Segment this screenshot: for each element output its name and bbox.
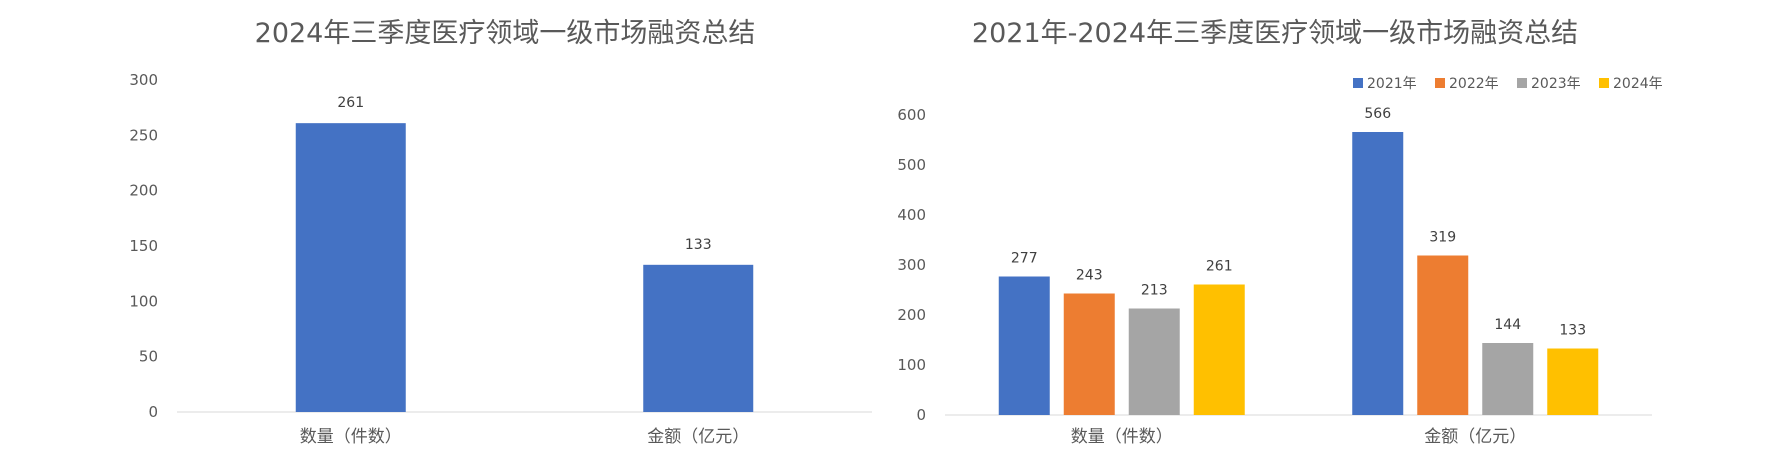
chart-right-y-tick-1: 100: [897, 356, 926, 374]
chart-left-y-tick-5: 250: [129, 126, 158, 144]
chart-right-y-axis-ticks: 0 100 200 300 400 500 600: [897, 106, 926, 424]
chart-right-y-tick-0: 0: [916, 406, 926, 424]
chart-right-title: 2021年-2024年三季度医疗领域一级市场融资总结: [972, 18, 1578, 49]
chart-right-bar-1-0: [1352, 132, 1404, 415]
chart-right: 2021年-2024年三季度医疗领域一级市场融资总结 2021年 2022年 202…: [897, 18, 1662, 447]
chart-left-category-1: 金额（亿元）: [647, 427, 749, 447]
chart-right-bar-label-0-1: 243: [1076, 268, 1103, 284]
chart-right-bar-label-0-2: 213: [1141, 283, 1168, 299]
chart-left-bar-0: [295, 123, 406, 412]
chart-left-bars: 261 133: [295, 95, 754, 412]
chart-left-y-axis-ticks: 0 50 100 150 200 250 300: [129, 71, 158, 421]
chart-right-legend-swatch-2: [1517, 78, 1527, 88]
chart-left-title: 2024年三季度医疗领域一级市场融资总结: [255, 18, 756, 49]
chart-right-y-tick-3: 300: [897, 256, 926, 274]
chart-left-category-0: 数量（件数）: [300, 427, 402, 447]
chart-right-bar-label-0-3: 261: [1206, 259, 1233, 275]
chart-right-bar-label-0-0: 277: [1011, 251, 1038, 267]
chart-left-y-tick-6: 300: [129, 71, 158, 89]
chart-left-y-tick-2: 100: [129, 292, 158, 310]
chart-right-legend-label-2: 2023年: [1531, 76, 1581, 92]
chart-right-bar-1-3: [1547, 348, 1599, 415]
chart-right-legend-swatch-1: [1435, 78, 1445, 88]
chart-right-bar-label-1-3: 133: [1559, 323, 1586, 339]
chart-right-legend: 2021年 2022年 2023年 2024年: [1353, 76, 1663, 92]
chart-right-y-tick-5: 500: [897, 156, 926, 174]
chart-right-legend-swatch-3: [1599, 78, 1609, 88]
chart-right-y-tick-4: 400: [897, 206, 926, 224]
chart-left-categories: 数量（件数） 金额（亿元）: [300, 427, 750, 447]
chart-right-bar-label-1-0: 566: [1364, 106, 1391, 122]
chart-right-bar-0-0: [998, 276, 1050, 415]
chart-right-category-0: 数量（件数）: [1071, 427, 1173, 447]
chart-right-bar-label-1-1: 319: [1429, 230, 1456, 246]
chart-right-y-tick-6: 600: [897, 106, 926, 124]
chart-right-legend-label-1: 2022年: [1449, 76, 1499, 92]
chart-right-bar-0-2: [1128, 308, 1180, 415]
chart-right-bars: 277 243 213 261 566 319 144 133: [998, 106, 1599, 415]
chart-left-y-tick-4: 200: [129, 182, 158, 200]
chart-left: 2024年三季度医疗领域一级市场融资总结 050100150200250300 …: [129, 18, 872, 447]
chart-right-bar-0-3: [1193, 284, 1245, 415]
chart-left-bar-label-1: 133: [685, 237, 712, 253]
chart-right-bar-1-2: [1482, 343, 1534, 415]
chart-right-categories: 数量（件数） 金额（亿元）: [1071, 427, 1527, 447]
chart-left-bar-label-0: 261: [337, 95, 364, 111]
chart-left-bar-1: [643, 264, 754, 412]
chart-right-y-tick-2: 200: [897, 306, 926, 324]
chart-right-bar-0-1: [1063, 293, 1115, 415]
chart-left-y-tick-0: 0: [148, 403, 158, 421]
chart-right-bar-1-1: [1417, 255, 1469, 415]
chart-right-legend-label-3: 2024年: [1613, 76, 1663, 92]
chart-right-bar-label-1-2: 144: [1494, 317, 1521, 333]
chart-left-y-tick-1: 50: [139, 348, 158, 366]
chart-right-legend-label-0: 2021年: [1367, 76, 1417, 92]
chart-right-legend-swatch-0: [1353, 78, 1363, 88]
chart-right-category-1: 金额（亿元）: [1424, 427, 1526, 447]
chart-left-y-tick-3: 150: [129, 237, 158, 255]
